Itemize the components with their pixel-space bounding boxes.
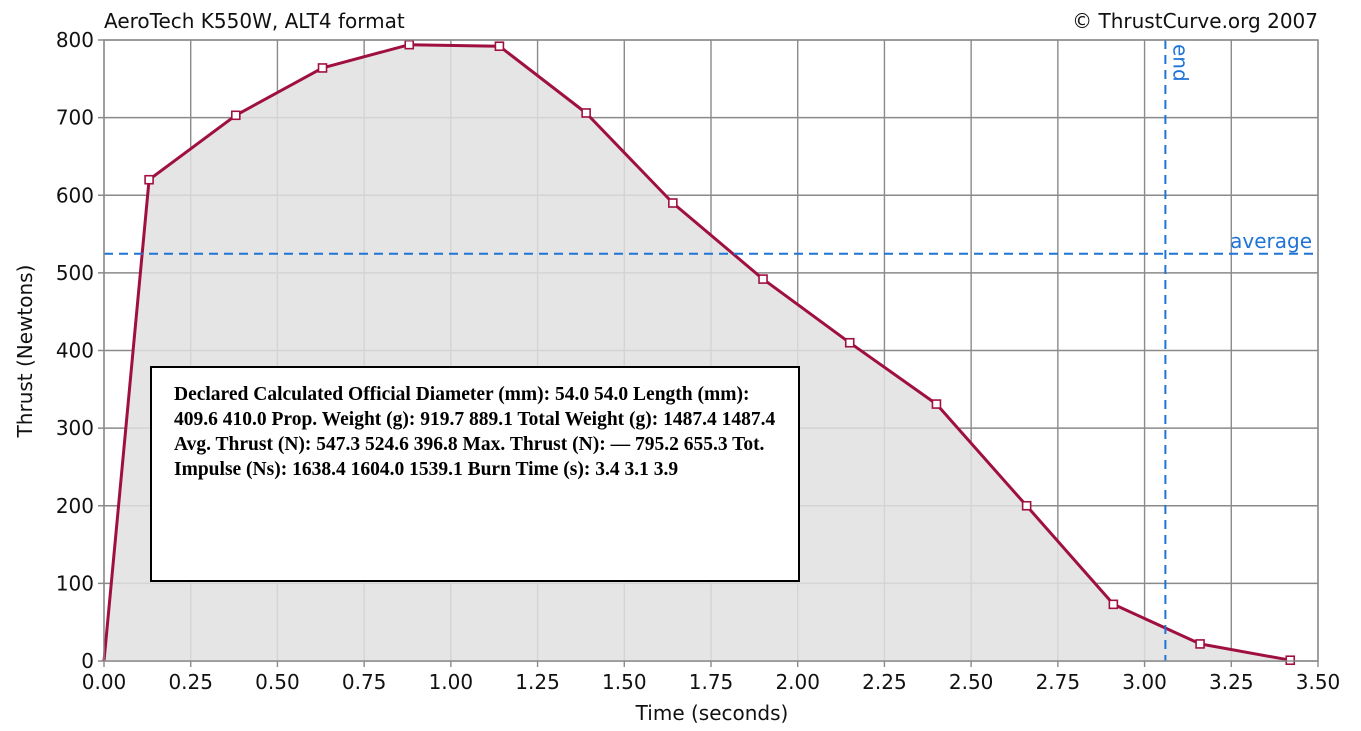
chart-title: AeroTech K550W, ALT4 format: [104, 9, 405, 33]
data-point: [404, 39, 415, 50]
plot-frame: [103, 39, 1319, 662]
x-tick-label: 1.25: [515, 670, 560, 694]
x-axis-label: Time (seconds): [635, 701, 789, 725]
y-tick-label: 700: [56, 106, 94, 130]
y-axis-ticks: 0 100 200 300 400 500 600 700 800: [56, 28, 94, 673]
data-point: [758, 274, 768, 284]
x-tick-label: 0.25: [168, 670, 213, 694]
x-tick-label: 1.75: [689, 670, 734, 694]
y-tick-label: 0: [81, 649, 94, 673]
y-tick-label: 400: [56, 339, 94, 363]
x-tick-label: 2.50: [949, 670, 994, 694]
thrust-points: [144, 39, 1296, 666]
data-point: [144, 174, 154, 185]
chart-credit: © ThrustCurve.org 2007: [1072, 9, 1318, 33]
data-point: [1285, 655, 1296, 666]
motor-stats-text: Declared Calculated Official Diameter (m…: [174, 384, 776, 480]
data-point: [844, 337, 855, 348]
data-point: [1195, 639, 1205, 649]
data-point: [1021, 500, 1032, 511]
data-point: [931, 399, 942, 409]
x-tick-label: 2.75: [1036, 670, 1081, 694]
x-tick-label: 2.25: [862, 670, 907, 694]
y-tick-label: 800: [56, 28, 94, 52]
data-point: [1108, 599, 1119, 610]
data-point: [668, 198, 678, 208]
x-tick-label: 1.00: [429, 670, 474, 694]
y-tick-label: 200: [56, 494, 94, 518]
data-point: [231, 110, 241, 121]
x-tick-label: 1.50: [602, 670, 647, 694]
data-point: [317, 63, 328, 73]
x-tick-label: 0.00: [82, 670, 127, 694]
average-label: average: [1230, 229, 1312, 253]
y-tick-label: 600: [56, 183, 94, 207]
y-axis-label: Thrust (Newtons): [13, 265, 37, 439]
x-tick-label: 3.50: [1296, 670, 1341, 694]
x-tick-label: 0.75: [342, 670, 387, 694]
x-axis-ticks: 0.00 0.25 0.50 0.75 1.00 1.25 1.50 1.75 2.00 2.25…: [82, 670, 1341, 694]
data-point: [581, 108, 591, 118]
data-point: [494, 41, 505, 52]
y-tick-label: 100: [56, 571, 94, 595]
motor-stats-box: Declared Calculated Official Diameter (m…: [150, 366, 800, 582]
x-tick-label: 0.50: [255, 670, 300, 694]
x-tick-label: 2.00: [775, 670, 820, 694]
y-tick-label: 300: [56, 416, 94, 440]
end-label: end: [1168, 44, 1192, 82]
y-tick-label: 500: [56, 261, 94, 285]
x-tick-label: 3.00: [1122, 670, 1167, 694]
x-tick-label: 3.25: [1209, 670, 1254, 694]
